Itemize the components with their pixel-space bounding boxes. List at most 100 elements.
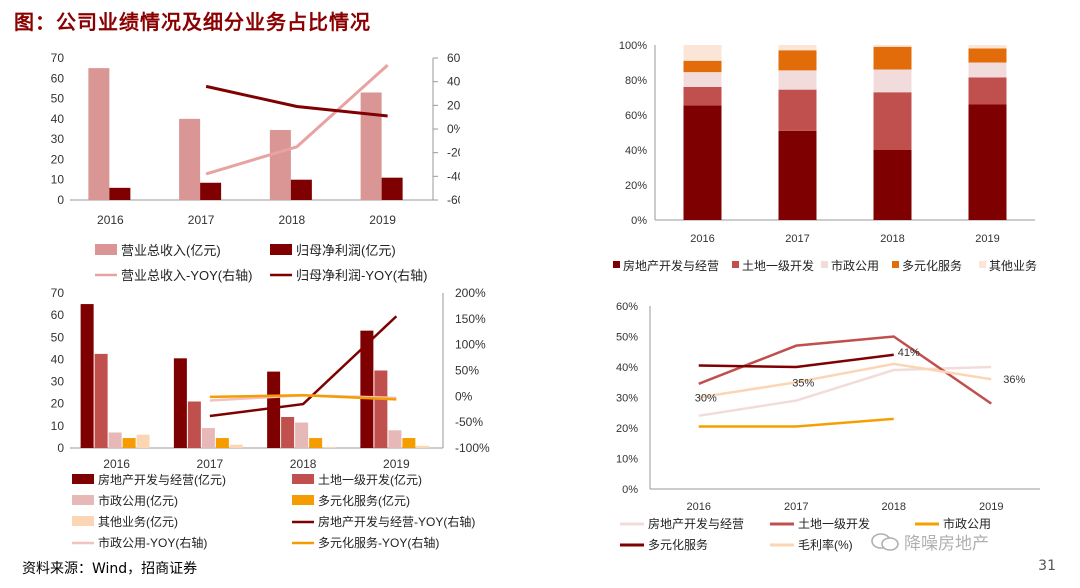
business-share-stacked-chart: 0% 20% 40% 60% 80% 100% 2016 2017 2018 2019 房地产开发与…	[613, 40, 1037, 273]
y2-tick: 60%	[447, 51, 460, 65]
bar-segment-1	[683, 87, 722, 106]
bar-segment-2	[873, 69, 912, 93]
x-tick: 2019	[979, 501, 1003, 513]
bar-0	[360, 92, 382, 200]
legend-label-0: 房地产开发与经营(亿元)	[98, 472, 226, 487]
bar-1	[374, 370, 388, 448]
y2-tick: 20%	[447, 98, 460, 112]
bar-0	[360, 330, 374, 448]
gross-margin-line-chart: 0% 10% 20% 30% 40% 50% 60% 2016 2017 2018 2019 30% 3…	[616, 301, 1040, 552]
legend-label-4: 其他业务(亿元)	[98, 514, 178, 529]
bar-3	[309, 438, 323, 448]
bar-2	[108, 432, 122, 448]
y2-tick: 100%	[455, 338, 486, 352]
bar-segment-0	[968, 104, 1007, 220]
bar-segment-0	[778, 130, 817, 220]
line-series-2	[209, 394, 397, 401]
x-tick: 2016	[687, 501, 711, 513]
y-tick: 0	[57, 441, 64, 455]
line-series-3	[698, 353, 894, 369]
bar-1	[381, 177, 403, 200]
y-tick: 50	[51, 92, 65, 106]
bar-0	[269, 130, 291, 200]
legend-swatch-3	[292, 495, 314, 505]
bar-4	[229, 444, 243, 448]
y-tick: 50	[51, 330, 65, 344]
bar-segment-2	[778, 70, 817, 90]
line-series-0	[205, 63, 389, 176]
watermark: 降噪房地产	[870, 529, 989, 554]
bar-segment-3	[968, 48, 1007, 63]
bar-segment-1	[778, 89, 817, 131]
bar-2	[295, 422, 309, 448]
x-tick: 2019	[369, 213, 396, 227]
x-tick: 2016	[690, 233, 714, 245]
bar-segment-1	[968, 77, 1007, 105]
line-series-0	[209, 315, 398, 418]
bar-segment-4	[873, 45, 912, 47]
bar-0	[173, 358, 187, 448]
data-label: 36%	[1003, 374, 1025, 386]
bar-3	[215, 438, 229, 448]
y-tick: 20%	[616, 423, 638, 435]
bar-segment-0	[683, 105, 722, 220]
x-tick: 2018	[882, 501, 906, 513]
legend-label-0: 营业总收入(亿元)	[121, 243, 221, 258]
legend-label-4: 毛利率(%)	[798, 537, 853, 552]
legend-label-3: 多元化服务	[648, 537, 708, 552]
y-tick: 40	[51, 352, 65, 366]
legend-label-2: 市政公用	[943, 516, 991, 531]
bar-segment-4	[968, 45, 1007, 49]
line-series-0	[698, 365, 992, 418]
y2-tick: -50%	[455, 415, 483, 429]
legend-swatch-0	[613, 261, 620, 268]
data-label: 41%	[898, 347, 920, 359]
bar-4	[416, 445, 430, 448]
legend-label-1: 归母净利润(亿元)	[296, 243, 396, 258]
legend-label-0: 房地产开发与经营	[623, 258, 719, 273]
y2-tick: 200%	[455, 286, 486, 300]
legend-label-2: 市政公用(亿元)	[98, 493, 178, 508]
y2-tick: -60%	[447, 193, 460, 207]
data-label: 30%	[695, 393, 717, 405]
y-tick: 30	[51, 375, 65, 389]
bar-segment-4	[683, 45, 722, 61]
y-tick: 40	[51, 112, 65, 126]
legend-swatch-1	[292, 474, 314, 484]
y-tick: 40%	[616, 362, 638, 374]
line-series-1	[698, 335, 992, 405]
line-series-2	[698, 417, 894, 428]
y2-tick: 50%	[455, 364, 479, 378]
x-tick: 2018	[279, 213, 306, 227]
y-tick: 0	[57, 193, 64, 207]
page-title: 图：公司业绩情况及细分业务占比情况	[14, 10, 371, 34]
legend-label-1: 土地一级开发	[798, 516, 870, 531]
legend-label-1: 土地一级开发(亿元)	[318, 472, 422, 487]
y2-tick: 40%	[447, 75, 460, 89]
y-tick: 70	[51, 51, 65, 65]
y-tick: 50%	[616, 332, 638, 344]
legend-swatch-1	[270, 244, 292, 255]
y-tick: 0%	[631, 215, 647, 227]
y-tick: 10	[51, 419, 65, 433]
y-tick: 20	[51, 397, 65, 411]
bar-1	[109, 187, 131, 200]
y-tick: 40%	[625, 145, 647, 157]
legend-swatch-2	[821, 261, 828, 268]
bar-4	[323, 446, 337, 448]
x-tick: 2016	[97, 213, 124, 227]
bar-2	[388, 430, 402, 448]
legend-label-4: 其他业务	[989, 258, 1037, 273]
y2-tick: 0%	[447, 122, 460, 136]
bar-0	[88, 68, 110, 200]
legend-swatch-4	[72, 516, 94, 526]
legend-swatch-4	[979, 261, 986, 268]
x-tick: 2017	[784, 501, 808, 513]
legend-swatch-0	[95, 244, 117, 255]
bar-segment-0	[873, 150, 912, 220]
bar-0	[179, 118, 201, 200]
x-tick: 2019	[383, 457, 410, 471]
y2-tick: 150%	[455, 312, 486, 326]
x-tick: 2018	[290, 457, 317, 471]
legend-label-6: 市政公用-YOY(右轴)	[98, 535, 207, 550]
